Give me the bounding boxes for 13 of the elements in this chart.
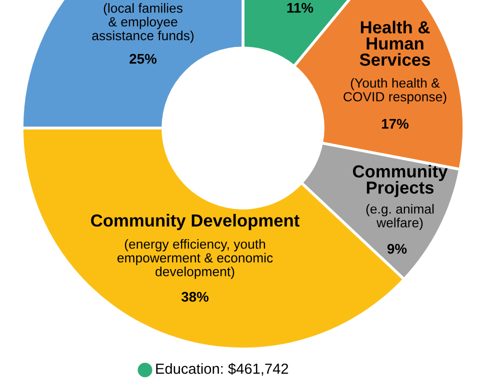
data-label: 11% xyxy=(287,2,314,13)
data-label: 9% xyxy=(387,244,407,254)
slice-label: Community Projects xyxy=(352,164,448,198)
data-label: 38% xyxy=(181,292,209,302)
slice-label: Community Development xyxy=(91,214,300,230)
slice-label: Health & Human Services xyxy=(360,20,430,66)
text: (energy efficiency, youth empowerment & economic development) xyxy=(117,239,273,279)
data-label: 17% xyxy=(382,118,409,129)
text: (Youth health & COVID response) xyxy=(344,78,446,104)
text: (local families & employee assistance funds) xyxy=(92,3,194,43)
data-label: 25% xyxy=(130,54,157,64)
text: Education: $461,742 xyxy=(156,362,288,376)
text: (e.g. animal welfare) xyxy=(366,204,434,230)
